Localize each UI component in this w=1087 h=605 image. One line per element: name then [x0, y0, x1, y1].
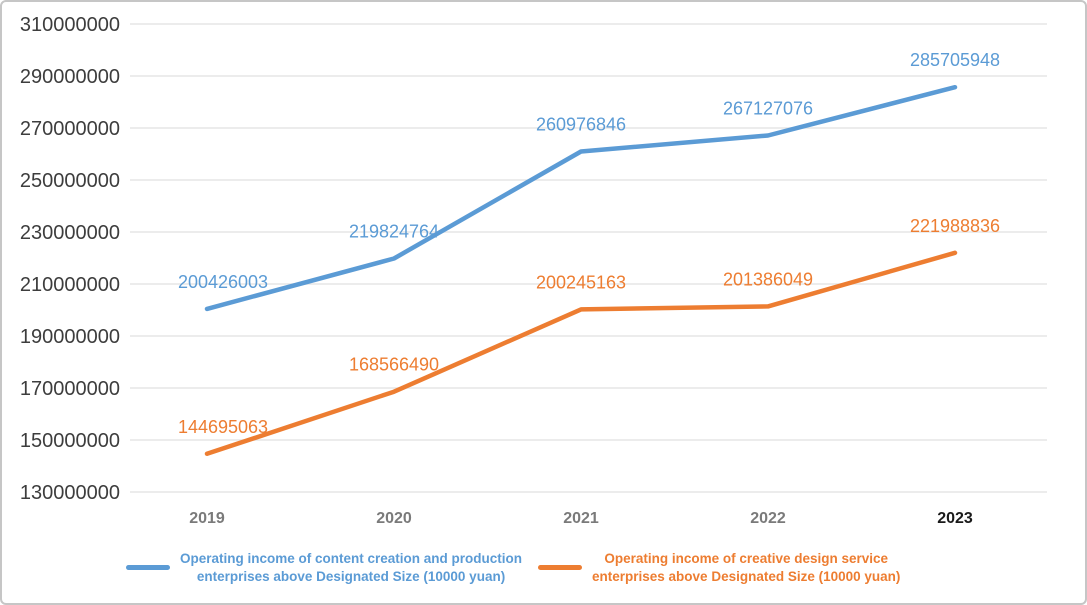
data-label: 221988836: [910, 216, 1000, 236]
y-axis-tick-label: 170000000: [20, 378, 120, 400]
data-label: 285705948: [910, 50, 1000, 70]
legend-line-swatch: [538, 565, 583, 571]
y-axis-tick-label: 270000000: [20, 118, 120, 140]
y-axis-tick-label: 210000000: [20, 274, 120, 296]
data-label: 267127076: [723, 99, 813, 119]
legend-item[interactable]: Operating income of content creation and…: [126, 550, 522, 586]
data-label: 144695063: [178, 417, 268, 437]
x-axis-label: 2022: [750, 510, 786, 527]
data-label: 219824764: [349, 222, 439, 242]
data-label: 168566490: [349, 355, 439, 375]
legend-item[interactable]: Operating income of creative design serv…: [538, 550, 900, 586]
chart-legend: Operating income of content creation and…: [126, 550, 900, 586]
legend-label: Operating income of creative design serv…: [592, 551, 901, 584]
legend-label: Operating income of content creation and…: [180, 551, 523, 584]
series-line-blue[interactable]: [204, 84, 958, 312]
series-line-orange[interactable]: [204, 250, 958, 457]
data-label: 260976846: [536, 115, 626, 135]
y-axis-tick-label: 190000000: [20, 326, 120, 348]
x-axis-label: 2021: [563, 510, 599, 527]
data-label: 200426003: [178, 272, 268, 292]
x-axis-label: 2020: [376, 510, 412, 527]
y-axis-tick-label: 230000000: [20, 222, 120, 244]
y-axis-tick-label: 250000000: [20, 170, 120, 192]
data-label: 201386049: [723, 269, 813, 289]
y-axis-tick-label: 150000000: [20, 430, 120, 452]
x-axis-label: 2019: [189, 510, 225, 527]
legend-line-swatch: [126, 565, 170, 571]
x-axis-label: 2023: [937, 510, 973, 527]
y-axis-tick-label: 290000000: [20, 66, 120, 88]
y-axis-tick-label: 130000000: [20, 482, 120, 504]
y-axis-tick-label: 310000000: [20, 14, 120, 36]
data-label: 200245163: [536, 272, 626, 292]
